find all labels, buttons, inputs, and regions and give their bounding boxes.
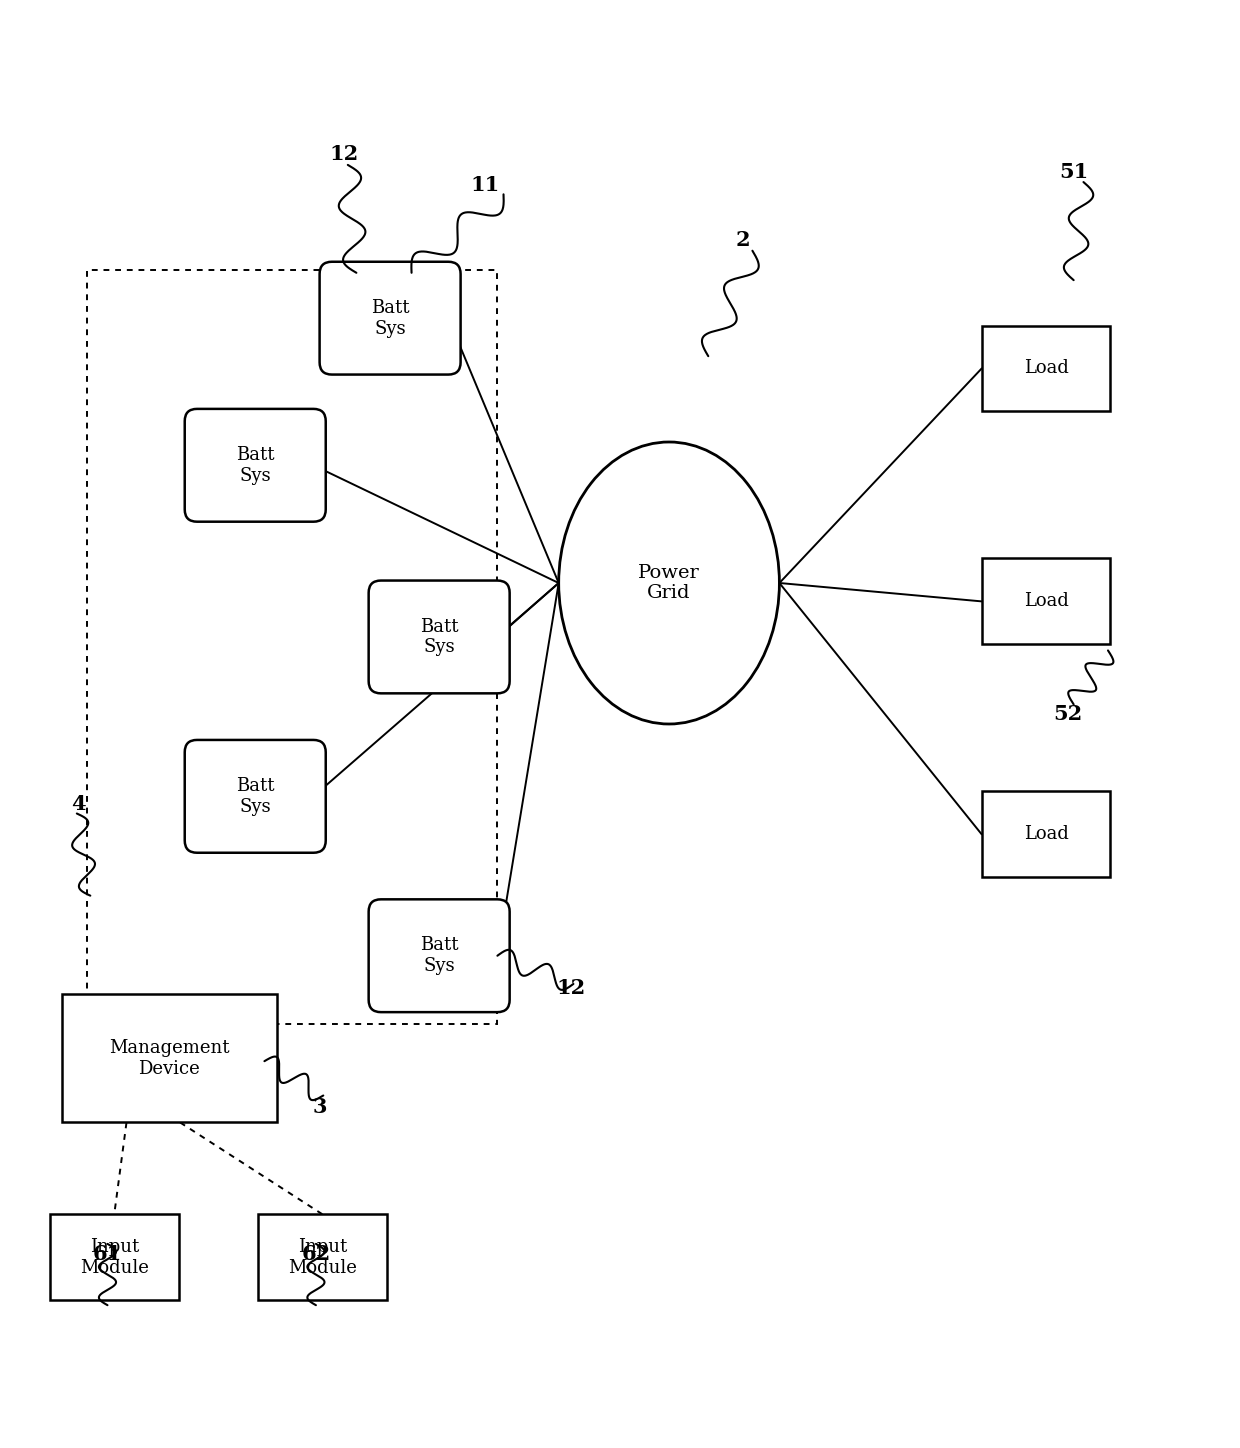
Text: 11: 11 [470, 175, 500, 194]
Text: 3: 3 [312, 1096, 327, 1116]
Ellipse shape [559, 442, 780, 724]
FancyBboxPatch shape [368, 581, 510, 694]
Bar [258, 1215, 387, 1300]
Text: 62: 62 [301, 1244, 331, 1264]
Text: 52: 52 [1053, 704, 1083, 724]
Bar [50, 1215, 179, 1300]
Text: Load: Load [1024, 592, 1069, 611]
FancyBboxPatch shape [368, 899, 510, 1012]
Text: Load: Load [1024, 825, 1069, 843]
Text: Input
Module: Input Module [288, 1238, 357, 1277]
Bar [87, 271, 497, 1024]
Bar [982, 559, 1111, 644]
Text: 12: 12 [330, 143, 358, 164]
Text: 12: 12 [557, 977, 585, 998]
Text: Power
Grid: Power Grid [639, 563, 699, 602]
Text: Management
Device: Management Device [109, 1038, 229, 1077]
FancyBboxPatch shape [185, 408, 326, 521]
Text: Batt
Sys: Batt Sys [420, 617, 459, 656]
Text: Input
Module: Input Module [79, 1238, 149, 1277]
Bar [982, 326, 1111, 411]
Text: 61: 61 [93, 1244, 122, 1264]
Text: Batt
Sys: Batt Sys [420, 937, 459, 975]
FancyBboxPatch shape [320, 262, 460, 375]
Text: 2: 2 [735, 230, 750, 249]
Text: Batt
Sys: Batt Sys [236, 778, 274, 815]
Text: Batt
Sys: Batt Sys [371, 298, 409, 337]
Text: 51: 51 [1059, 162, 1089, 182]
FancyBboxPatch shape [185, 740, 326, 853]
Text: 4: 4 [71, 794, 86, 814]
Bar [62, 993, 277, 1122]
Text: Load: Load [1024, 359, 1069, 378]
Bar [982, 792, 1111, 877]
Text: Batt
Sys: Batt Sys [236, 446, 274, 485]
